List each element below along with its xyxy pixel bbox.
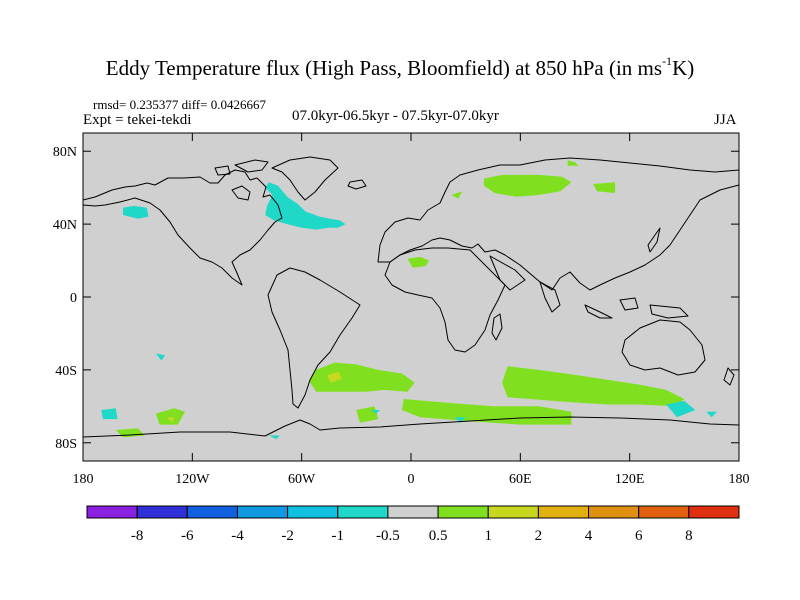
colorbar-box bbox=[136, 505, 188, 519]
coastlines bbox=[82, 156, 740, 438]
colorbar-label: -0.5 bbox=[376, 528, 400, 544]
colorbar-box bbox=[86, 505, 138, 519]
anomaly-kerguelen-negative bbox=[454, 417, 466, 423]
lat-label: 40N bbox=[53, 218, 77, 233]
anomaly-barents-positive bbox=[567, 160, 579, 166]
season-label: JJA bbox=[714, 112, 737, 128]
anomaly-north-atlantic-negative bbox=[265, 182, 346, 230]
experiment-line: Expt = tekei-tekdi bbox=[83, 112, 192, 128]
colorbar-box bbox=[688, 505, 740, 519]
colorbar-box bbox=[387, 505, 439, 519]
colorbar-box bbox=[236, 505, 289, 519]
colorbar-label: 6 bbox=[635, 528, 643, 544]
colorbar-box bbox=[287, 505, 339, 519]
lon-label: 0 bbox=[408, 472, 415, 487]
colorbar-label: 4 bbox=[585, 528, 593, 544]
lon-label: 180 bbox=[73, 472, 94, 487]
longitude-axis: 180 120W 60W 0 60E 120E 180 bbox=[73, 133, 750, 487]
anomaly-scandinavia-positive bbox=[451, 191, 462, 199]
anomaly-south-pacific-positive bbox=[155, 408, 185, 425]
colorbar-label: -4 bbox=[231, 528, 244, 544]
lat-label: 0 bbox=[70, 291, 77, 306]
anomaly-indian-ocean-positive bbox=[502, 366, 685, 407]
colorbar-label: -6 bbox=[181, 528, 194, 544]
lat-label: 80N bbox=[53, 145, 77, 160]
lon-label: 120W bbox=[175, 472, 210, 487]
anomaly-south-atlantic-core bbox=[327, 371, 342, 383]
latitude-axis: 80N 40N 0 40S 80S bbox=[53, 145, 739, 452]
anomaly-siberia-positive bbox=[483, 174, 572, 197]
anomaly-west-africa-positive bbox=[407, 256, 430, 268]
anomaly-sw-pacific-negative bbox=[101, 408, 118, 420]
anomaly-amundsen-negative bbox=[268, 435, 280, 440]
anomaly-south-pacific-core bbox=[166, 417, 175, 423]
colorbar-box bbox=[487, 505, 539, 519]
colorbar-label: 2 bbox=[535, 528, 543, 544]
colorbar-label: 1 bbox=[484, 528, 492, 544]
colorbar-label: -2 bbox=[281, 528, 294, 544]
anomaly-tasman-negative bbox=[666, 400, 696, 418]
anomaly-north-pacific-negative bbox=[123, 205, 149, 219]
plot-title: Eddy Temperature flux (High Pass, Bloomf… bbox=[105, 54, 695, 80]
colorbar-label: -8 bbox=[131, 528, 144, 544]
lon-label: 60E bbox=[509, 472, 532, 487]
colorbar-box bbox=[537, 505, 590, 519]
lon-label: 180 bbox=[729, 472, 750, 487]
colorbar-box bbox=[588, 505, 640, 519]
anomaly-se-pacific-negative bbox=[155, 353, 165, 361]
lat-label: 40S bbox=[55, 364, 77, 379]
lon-label: 120E bbox=[615, 472, 645, 487]
anomaly-drake-negative bbox=[370, 410, 380, 414]
anomaly-south-atlantic-positive bbox=[309, 362, 415, 392]
stats-line: rmsd= 0.235377 diff= 0.0426667 bbox=[93, 97, 266, 112]
colorbar-box bbox=[186, 505, 238, 519]
colorbar-box bbox=[337, 505, 389, 519]
colorbar-label: 8 bbox=[685, 528, 693, 544]
colorbar: -8 -6 -4 -2 -1 -0.5 0.5 1 2 4 6 8 bbox=[86, 505, 740, 544]
lon-label: 60W bbox=[288, 472, 316, 487]
colorbar-box bbox=[638, 505, 690, 519]
colorbar-box bbox=[437, 505, 489, 519]
colorbar-label: 0.5 bbox=[429, 528, 448, 544]
anomaly-south-of-nz-negative bbox=[706, 411, 718, 418]
period-line: 07.0kyr-06.5kyr - 07.5kyr-07.0kyr bbox=[292, 108, 499, 124]
lat-label: 80S bbox=[55, 437, 77, 452]
colorbar-label: -1 bbox=[332, 528, 345, 544]
anomaly-east-siberia-positive bbox=[593, 182, 616, 194]
